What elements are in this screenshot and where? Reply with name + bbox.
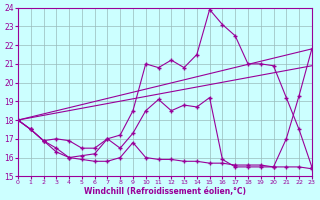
X-axis label: Windchill (Refroidissement éolien,°C): Windchill (Refroidissement éolien,°C) <box>84 187 246 196</box>
